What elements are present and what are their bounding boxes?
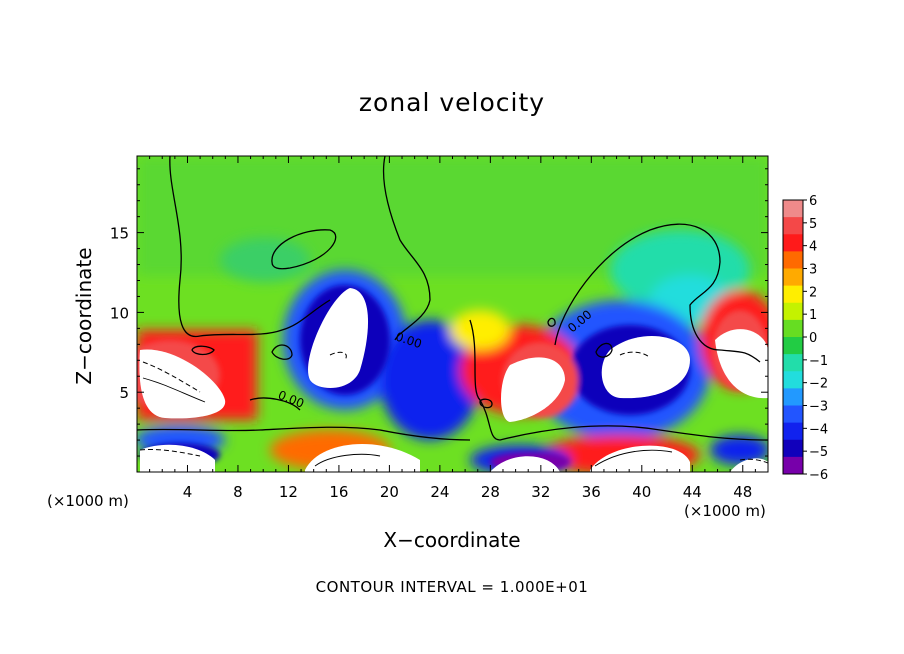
y-axis: 5 10 15 — [110, 168, 768, 457]
colorbar-swatch — [783, 217, 803, 235]
y-tick-label: 15 — [110, 225, 129, 243]
colorbar-tick-label: −3 — [809, 400, 828, 415]
x-axis: 4 8 12 16 20 24 28 32 36 40 44 48 — [149, 156, 756, 501]
colorbar-swatch — [783, 388, 803, 406]
x-axis-unit: (×1000 m) — [684, 502, 766, 520]
x-tick-label: 20 — [380, 483, 399, 501]
colorbar-swatch — [783, 319, 803, 338]
colorbar-swatch — [783, 371, 803, 389]
y-tick-label: 10 — [110, 304, 129, 322]
x-tick-label: 28 — [481, 483, 500, 501]
colorbar-swatch — [783, 268, 803, 287]
colorbar-swatch — [783, 422, 803, 441]
x-tick-label: 44 — [683, 483, 702, 501]
colorbar-swatch — [783, 337, 803, 355]
x-tick-label: 4 — [183, 483, 193, 501]
contour-lines — [137, 156, 768, 467]
colorbar-tick-label: −2 — [809, 377, 828, 392]
colorbar-swatch — [783, 234, 803, 252]
x-tick-label: 32 — [531, 483, 550, 501]
colorbar-swatch — [783, 439, 803, 458]
colorbar-tick-label: −1 — [809, 354, 828, 369]
y-tick-label: 5 — [119, 384, 129, 402]
x-tick-label: 16 — [329, 483, 348, 501]
colorbar-swatch — [783, 200, 803, 218]
colorbar-tick-label: 0 — [809, 331, 817, 346]
x-tick-label: 48 — [733, 483, 752, 501]
colorbar-tick-label: 4 — [809, 240, 817, 255]
colorbar-tick-label: 3 — [809, 263, 817, 278]
colorbar-tick-label: 2 — [809, 285, 817, 300]
colorbar-swatch — [783, 456, 803, 475]
colorbar-tick-label: −4 — [809, 422, 828, 437]
colorbar-tick-label: 5 — [809, 217, 817, 232]
colorbar: 6 5 4 3 2 1 0 −1 −2 −3 −4 −5 −6 — [782, 194, 828, 483]
contour-interval-note: CONTOUR INTERVAL = 1.000E+01 — [315, 578, 589, 596]
y-axis-unit: (×1000 m) — [47, 492, 129, 510]
colorbar-swatch — [783, 285, 803, 304]
colorbar-swatch — [783, 302, 803, 321]
colorbar-tick-label: −6 — [809, 468, 828, 483]
colorbar-tick-label: 1 — [809, 308, 817, 323]
x-axis-label: X−coordinate — [383, 528, 521, 552]
x-tick-label: 8 — [233, 483, 243, 501]
colorbar-swatch — [783, 405, 803, 424]
x-tick-label: 12 — [279, 483, 298, 501]
colorbar-swatch — [783, 354, 803, 372]
x-tick-label: 40 — [632, 483, 651, 501]
x-tick-label: 36 — [582, 483, 601, 501]
colorbar-tick-label: 6 — [809, 194, 817, 209]
y-axis-label: Z−coordinate — [72, 247, 96, 385]
colorbar-swatch — [783, 251, 803, 269]
colorbar-tick-label: −5 — [809, 445, 828, 460]
chart-title: zonal velocity — [358, 88, 546, 117]
heatmap-field — [137, 156, 768, 472]
x-tick-label: 24 — [430, 483, 449, 501]
